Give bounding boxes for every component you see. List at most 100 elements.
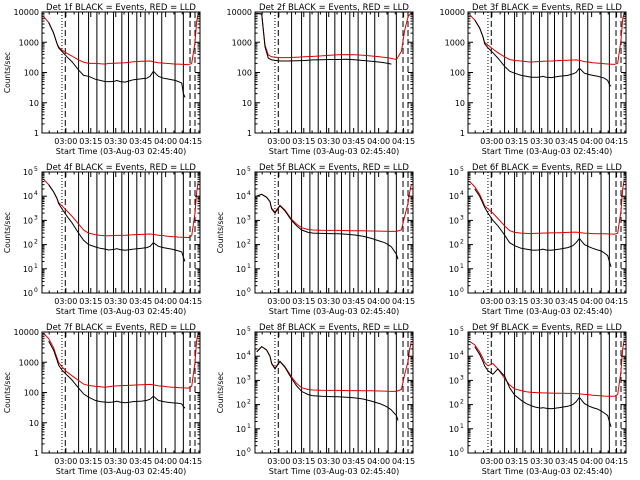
x-tick-label: 03:30 bbox=[104, 457, 127, 466]
y-tick-label: 10 bbox=[242, 99, 252, 108]
x-tick-label: 03:30 bbox=[317, 297, 340, 306]
y-tick-exponent: 0 bbox=[460, 287, 464, 294]
y-tick-label: 10000 bbox=[227, 8, 252, 17]
y-tick-label: 10 bbox=[236, 216, 246, 225]
y-tick-label: 10 bbox=[236, 241, 246, 250]
x-tick-label: 03:00 bbox=[480, 137, 503, 146]
x-tick-label: 03:00 bbox=[267, 297, 290, 306]
series-group bbox=[256, 341, 412, 421]
x-tick-label: 03:00 bbox=[267, 137, 290, 146]
series-group bbox=[256, 184, 412, 260]
x-tick-label: 03:15 bbox=[292, 137, 315, 146]
y-tick-exponent: 4 bbox=[460, 350, 464, 357]
y-tick-exponent: 5 bbox=[34, 166, 38, 173]
x-axis-label: Start Time (03-Aug-03 02:45:40) bbox=[482, 307, 613, 316]
series-line-events bbox=[48, 22, 186, 98]
y-tick-exponent: 1 bbox=[460, 423, 464, 430]
x-tick-label: 03:00 bbox=[480, 457, 503, 466]
panel-title: Det 8f BLACK = Events, RED = LLD bbox=[259, 323, 409, 333]
y-tick-label: 1000 bbox=[19, 358, 39, 367]
y-tick-label: 10 bbox=[449, 241, 459, 250]
x-tick-label: 03:45 bbox=[555, 137, 578, 146]
y-axis-label: Counts/sec bbox=[3, 212, 12, 253]
x-tick-label: 03:45 bbox=[129, 457, 152, 466]
series-line-events bbox=[474, 188, 612, 268]
y-tick-exponent: 1 bbox=[34, 263, 38, 270]
x-tick-label: 03:15 bbox=[292, 457, 315, 466]
x-tick-label: 04:00 bbox=[154, 297, 177, 306]
series-line-events bbox=[256, 193, 399, 260]
x-tick-label: 03:00 bbox=[267, 457, 290, 466]
panel-3: 1 10 100 1000 10000 03:00 03:15 03:30 03:45 04:00… bbox=[440, 3, 629, 156]
y-tick-exponent: 1 bbox=[247, 423, 251, 430]
series-line-events bbox=[256, 12, 392, 65]
y-tick-exponent: 4 bbox=[247, 190, 251, 197]
series-line-lld bbox=[469, 12, 625, 65]
y-tick-exponent: 2 bbox=[34, 239, 38, 246]
y-tick-exponent: 5 bbox=[460, 166, 464, 173]
marker-lines bbox=[61, 172, 196, 293]
x-tick-label: 04:15 bbox=[392, 297, 415, 306]
series-group bbox=[43, 332, 199, 409]
series-line-events bbox=[256, 345, 399, 421]
y-tick-label: 100 bbox=[450, 69, 465, 78]
series-line-lld bbox=[43, 332, 199, 389]
x-tick-label: 03:00 bbox=[54, 457, 77, 466]
y-tick-label: 10 bbox=[236, 168, 246, 177]
y-tick-exponent: 3 bbox=[247, 214, 251, 221]
y-tick-exponent: 1 bbox=[247, 263, 251, 270]
y-axis-label: Counts/sec bbox=[3, 372, 12, 413]
y-tick-label: 10000 bbox=[14, 8, 39, 17]
x-tick-label: 03:15 bbox=[505, 297, 528, 306]
y-tick-label: 10 bbox=[449, 449, 459, 458]
x-axis-label: Start Time (03-Aug-03 02:45:40) bbox=[482, 147, 613, 156]
y-tick-label: 10 bbox=[236, 192, 246, 201]
series-line-events bbox=[48, 184, 186, 262]
y-tick-exponent: 5 bbox=[460, 326, 464, 333]
x-tick-label: 04:00 bbox=[580, 457, 603, 466]
series-line-lld bbox=[256, 184, 412, 232]
y-tick-label: 1000 bbox=[19, 38, 39, 47]
marker-lines bbox=[274, 12, 409, 133]
x-tick-label: 04:00 bbox=[367, 457, 390, 466]
x-tick-label: 03:45 bbox=[342, 297, 365, 306]
y-axis-label: Counts/sec bbox=[216, 212, 225, 253]
y-tick-exponent: 4 bbox=[247, 350, 251, 357]
panel-title: Det 1f BLACK = Events, RED = LLD bbox=[46, 3, 196, 13]
y-tick-label: 10 bbox=[449, 425, 459, 434]
plot-frame bbox=[41, 171, 201, 294]
series-group bbox=[256, 12, 412, 65]
x-tick-label: 04:00 bbox=[367, 137, 390, 146]
y-tick-label: 1 bbox=[247, 129, 252, 138]
y-axis-label: Counts/sec bbox=[3, 52, 12, 93]
series-group bbox=[469, 339, 625, 428]
x-tick-label: 03:15 bbox=[79, 457, 102, 466]
x-tick-label: 04:00 bbox=[154, 137, 177, 146]
y-tick-label: 10 bbox=[449, 401, 459, 410]
series-group bbox=[43, 13, 199, 98]
y-tick-label: 10 bbox=[236, 328, 246, 337]
y-tick-label: 10 bbox=[449, 168, 459, 177]
x-tick-label: 04:15 bbox=[179, 297, 202, 306]
x-axis-label: Start Time (03-Aug-03 02:45:40) bbox=[269, 467, 400, 476]
panel-title: Det 5f BLACK = Events, RED = LLD bbox=[259, 163, 409, 173]
y-tick-label: 10 bbox=[449, 265, 459, 274]
plot-frame bbox=[254, 331, 414, 454]
y-tick-label: 10 bbox=[23, 289, 33, 298]
x-tick-label: 03:45 bbox=[342, 137, 365, 146]
y-tick-label: 10 bbox=[449, 352, 459, 361]
y-tick-label: 1 bbox=[34, 449, 39, 458]
x-tick-label: 03:15 bbox=[79, 297, 102, 306]
y-tick-label: 10 bbox=[23, 265, 33, 274]
series-group bbox=[469, 12, 625, 87]
y-tick-exponent: 0 bbox=[460, 447, 464, 454]
y-tick-exponent: 2 bbox=[247, 399, 251, 406]
panel-7: 1 10 100 1000 10000 03:00 03:15 03:30 03:45 04:00… bbox=[3, 323, 202, 476]
x-tick-label: 03:15 bbox=[505, 457, 528, 466]
x-axis-label: Start Time (03-Aug-03 02:45:40) bbox=[482, 467, 613, 476]
series-line-events bbox=[474, 346, 612, 428]
x-tick-label: 03:30 bbox=[530, 457, 553, 466]
